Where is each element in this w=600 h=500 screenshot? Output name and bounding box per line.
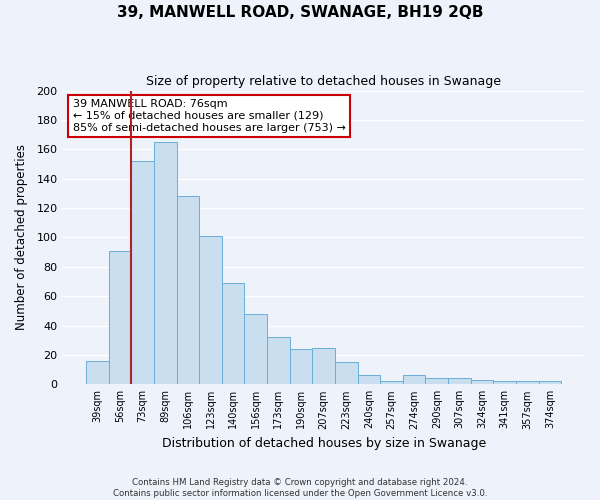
Bar [222,283,244,384]
Bar [313,348,335,385]
Bar [267,338,290,384]
Bar [380,382,403,384]
Bar [199,236,222,384]
Bar [176,196,199,384]
Bar [493,382,516,384]
Bar [109,250,131,384]
Bar [154,142,176,384]
Bar [403,376,425,384]
Text: 39 MANWELL ROAD: 76sqm
← 15% of detached houses are smaller (129)
85% of semi-de: 39 MANWELL ROAD: 76sqm ← 15% of detached… [73,100,346,132]
Bar [335,362,358,384]
Bar [290,349,313,384]
Bar [448,378,471,384]
Bar [244,314,267,384]
Bar [539,382,561,384]
Bar [86,361,109,384]
X-axis label: Distribution of detached houses by size in Swanage: Distribution of detached houses by size … [161,437,486,450]
Text: Contains HM Land Registry data © Crown copyright and database right 2024.
Contai: Contains HM Land Registry data © Crown c… [113,478,487,498]
Y-axis label: Number of detached properties: Number of detached properties [15,144,28,330]
Bar [471,380,493,384]
Text: 39, MANWELL ROAD, SWANAGE, BH19 2QB: 39, MANWELL ROAD, SWANAGE, BH19 2QB [117,5,483,20]
Title: Size of property relative to detached houses in Swanage: Size of property relative to detached ho… [146,75,501,88]
Bar [358,376,380,384]
Bar [131,161,154,384]
Bar [425,378,448,384]
Bar [516,382,539,384]
